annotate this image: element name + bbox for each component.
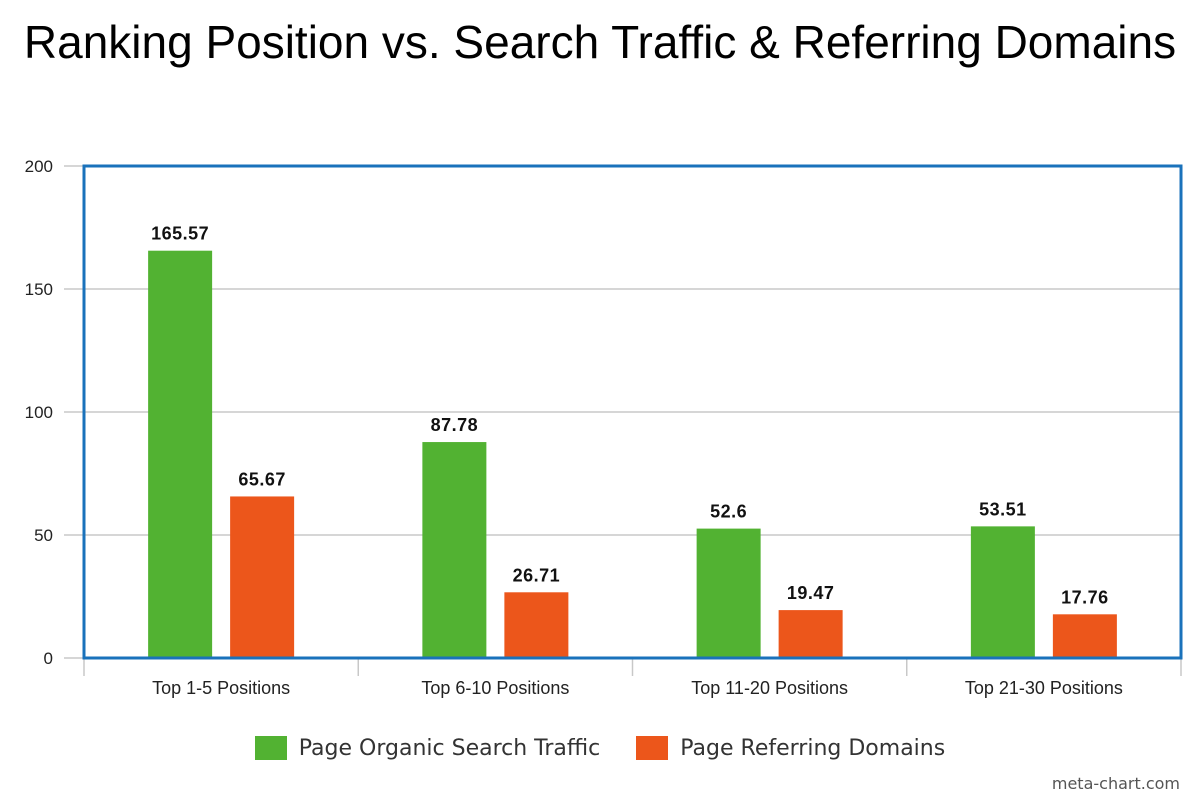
y-tick-label: 50 [34, 526, 53, 545]
legend-swatch-referring-domains [636, 736, 669, 760]
bars [148, 250, 1117, 658]
watermark: meta-chart.com [1051, 774, 1180, 793]
axes: 0 50 100 150 200 Top 1-5 Positions Top 6-10 Po… [25, 157, 1183, 698]
data-label: 26.71 [513, 565, 561, 585]
x-tick-label: Top 1-5 Positions [152, 678, 290, 698]
data-label: 19.47 [787, 583, 835, 603]
legend: Page Organic Search Traffic Page Referri… [0, 730, 1200, 766]
legend-item-referring-domains[interactable]: Page Referring Domains [636, 736, 945, 761]
data-label: 65.67 [238, 469, 286, 489]
plot-frame [82, 164, 1183, 660]
y-tick-label: 0 [44, 649, 53, 668]
bar-referring-domains [1052, 614, 1117, 658]
bar-organic-traffic [696, 528, 761, 658]
bar-referring-domains [230, 496, 295, 658]
data-label: 52.6 [710, 502, 747, 522]
legend-label-organic-traffic: Page Organic Search Traffic [298, 735, 601, 761]
data-label: 87.78 [431, 415, 479, 435]
data-label: 53.51 [979, 499, 1027, 519]
legend-label-referring-domains: Page Referring Domains [680, 735, 946, 761]
y-tick-label: 200 [25, 157, 53, 176]
bar-organic-traffic [970, 526, 1035, 658]
x-tick-label: Top 11-20 Positions [691, 678, 848, 698]
data-label: 165.57 [151, 224, 209, 244]
data-label: 17.76 [1061, 587, 1109, 607]
chart-title: Ranking Position vs. Search Traffic & Re… [23, 16, 1177, 68]
bar-organic-traffic [148, 250, 213, 658]
x-tick-label: Top 21-30 Positions [965, 678, 1123, 698]
y-tick-label: 150 [25, 280, 53, 299]
legend-swatch-organic-traffic [254, 736, 287, 760]
bar-referring-domains [504, 592, 569, 658]
y-tick-label: 100 [25, 403, 53, 422]
legend-item-organic-traffic[interactable]: Page Organic Search Traffic [254, 735, 601, 761]
bar-organic-traffic [422, 442, 487, 658]
data-labels: 165.57 65.67 87.78 26.71 52.6 19.47 53.51 17.76 [151, 224, 1109, 608]
x-tick-label: Top 6-10 Positions [421, 678, 569, 698]
bar-referring-domains [778, 610, 843, 658]
